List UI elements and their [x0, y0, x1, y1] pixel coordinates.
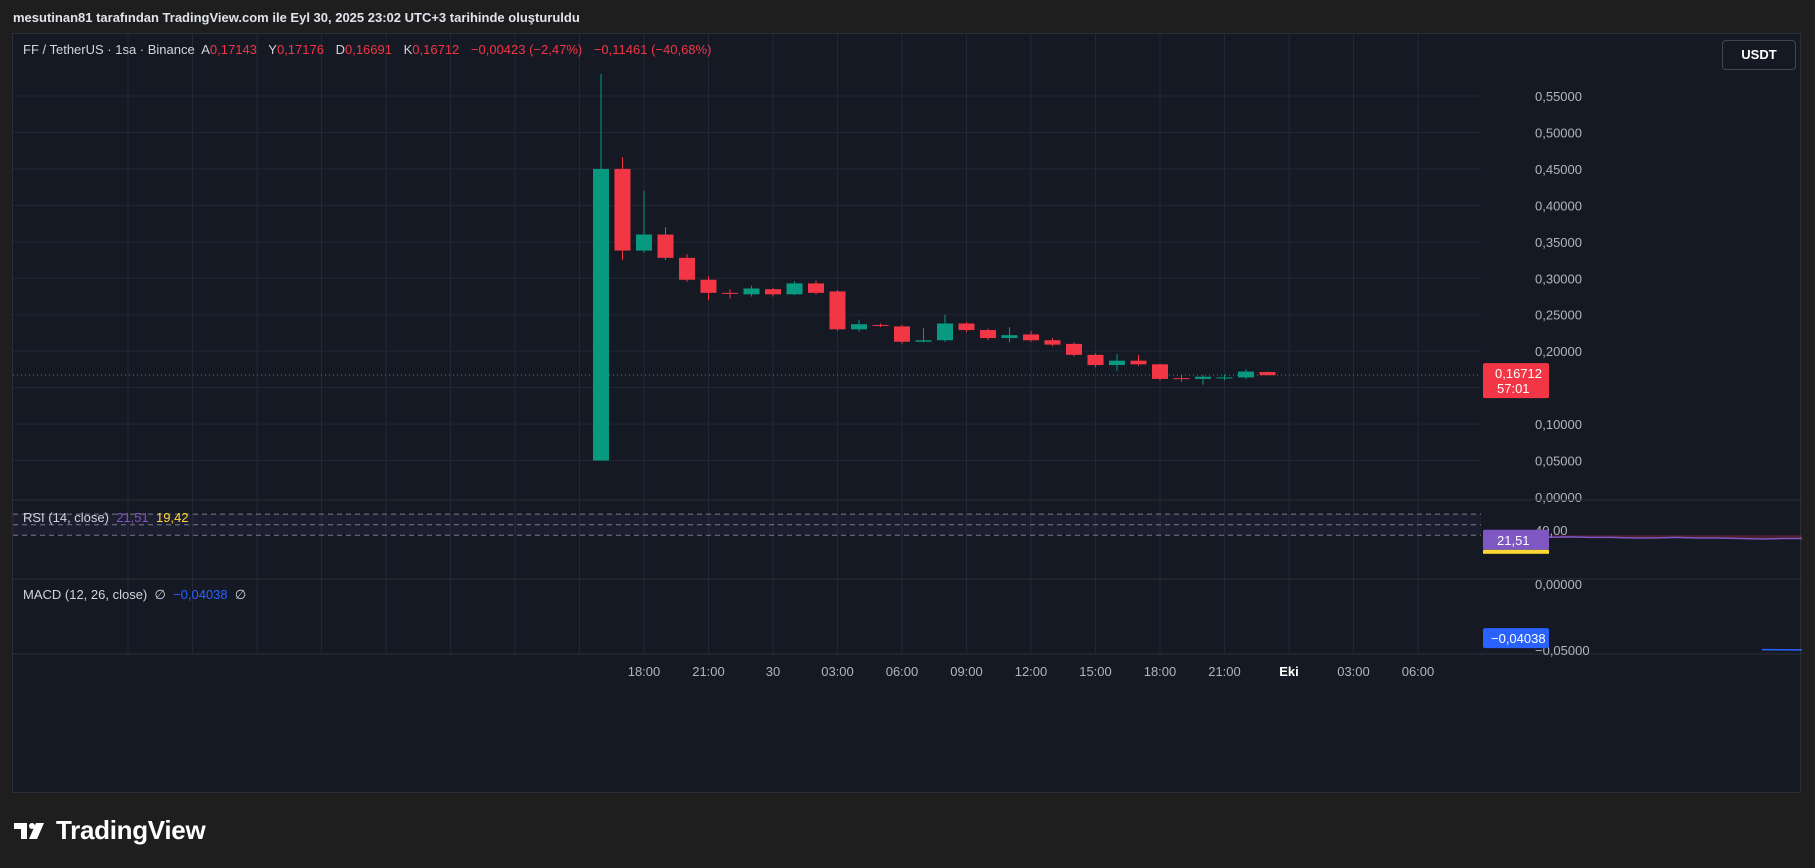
- tradingview-logo-text: TradingView: [56, 815, 206, 845]
- candle-down: [958, 323, 975, 331]
- candle-up: [915, 340, 932, 342]
- price-axis-label: 0,30000: [1535, 271, 1582, 286]
- rsi-legend: RSI (14, close) 21,51 19,42: [23, 510, 189, 525]
- price-axis-label: 0,10000: [1535, 417, 1582, 432]
- candle-down: [808, 283, 824, 293]
- macd-line: [1761, 648, 1802, 651]
- time-axis-label: Eki: [1279, 664, 1299, 679]
- candle-down: [1152, 364, 1168, 379]
- time-axis-label: 21:00: [1208, 664, 1241, 679]
- macd-title: MACD (12, 26, close): [23, 587, 148, 602]
- candle-down: [872, 324, 889, 326]
- candle-down: [1087, 354, 1104, 366]
- chart-frame[interactable]: 0,55000 0,50000 0,45000 0,40000 0,35000 0,300…: [12, 33, 1802, 794]
- rsi-badge-value: 21,51: [1497, 533, 1530, 548]
- candle-up: [937, 323, 953, 341]
- time-axis-label: 18:00: [628, 664, 661, 679]
- price-axis-label: 0,20000: [1535, 344, 1582, 359]
- open-value: 0,17143: [209, 42, 257, 57]
- macd-placeholder-1: ∅: [154, 587, 166, 602]
- high-label: Y: [268, 42, 277, 57]
- candle-down: [980, 330, 996, 339]
- time-axis-label: 06:00: [1402, 664, 1435, 679]
- attribution-text: mesutinan81 tarafından TradingView.com i…: [13, 10, 580, 25]
- macd-legend: MACD (12, 26, close) ∅ −0,04038 ∅: [23, 587, 246, 603]
- time-axis-label: 30: [766, 664, 780, 679]
- tradingview-logo[interactable]: TradingView: [14, 815, 206, 846]
- low-value: 0,16691: [344, 42, 392, 57]
- macd-badge: [1483, 628, 1549, 649]
- macd-placeholder-2: ∅: [234, 587, 247, 602]
- candle-up: [786, 283, 803, 295]
- rsi-line: [1503, 535, 1802, 540]
- candle-up: [1001, 335, 1018, 339]
- candle-down: [1173, 378, 1190, 380]
- macd-badge-value: −0,04038: [1491, 631, 1546, 646]
- price-axis-label: 0,25000: [1535, 308, 1582, 323]
- candle-down: [765, 289, 781, 295]
- candle-up: [593, 168, 609, 461]
- candle-down: [1023, 334, 1039, 341]
- chart-canvas[interactable]: 0,55000 0,50000 0,45000 0,40000 0,35000 0,300…: [13, 34, 1802, 794]
- currency-button[interactable]: USDT: [1722, 40, 1796, 70]
- macd-value: −0,04038: [173, 587, 228, 602]
- candle-down: [1130, 360, 1147, 365]
- close-label: K: [403, 42, 413, 57]
- last-price-countdown: 57:01: [1497, 381, 1530, 396]
- rsi-badge: [1483, 529, 1549, 550]
- candle-up: [1238, 371, 1254, 378]
- price-axis-label: 0,00000: [1535, 490, 1582, 505]
- time-axis-label: 06:00: [886, 664, 919, 679]
- rsi-ma-value: 19,42: [156, 510, 189, 525]
- time-axis-label: 09:00: [950, 664, 983, 679]
- time-axis-label: 03:00: [821, 664, 854, 679]
- price-axis-label: 0,40000: [1535, 198, 1582, 213]
- candle-down: [657, 234, 674, 258]
- candle-down: [894, 326, 910, 342]
- low-label: D: [335, 42, 345, 57]
- change-value: −0,00423 (−2,47%): [470, 42, 583, 57]
- candle-down: [722, 292, 738, 294]
- candle-down: [1259, 372, 1276, 376]
- rsi-ma-badge: [1483, 549, 1549, 554]
- time-axis-label: 15:00: [1079, 664, 1112, 679]
- candle-down: [1066, 343, 1082, 355]
- macd-axis-top: 0,00000: [1535, 577, 1582, 592]
- open-label: A: [201, 42, 210, 57]
- candle-up: [636, 234, 652, 251]
- time-axis-label: 21:00: [692, 664, 725, 679]
- high-value: 0,17176: [276, 42, 324, 57]
- candle-up: [1216, 377, 1233, 379]
- rsi-title: RSI (14, close): [23, 510, 109, 525]
- price-axis-label: 0,05000: [1535, 454, 1582, 469]
- price-axis-label: 0,50000: [1535, 125, 1582, 140]
- last-price-badge: [1483, 363, 1549, 399]
- time-axis-label: 03:00: [1337, 664, 1370, 679]
- price-axis-label: 0,35000: [1535, 235, 1582, 250]
- change-total-value: −0,11461 (−40,68%): [593, 42, 712, 57]
- candle-down: [829, 291, 846, 330]
- symbol-legend: FF / TetherUS · 1sa · Binance A0,17143 Y…: [23, 42, 719, 57]
- rsi-value: 21,51: [116, 510, 149, 525]
- price-axis-label: 0,45000: [1535, 162, 1582, 177]
- price-axis-label: 0,55000: [1535, 89, 1582, 104]
- tradingview-logo-icon: [14, 822, 44, 839]
- candle-up: [1109, 360, 1125, 366]
- time-axis-label: 12:00: [1015, 664, 1048, 679]
- candle-down: [614, 168, 631, 251]
- candle-down: [1044, 340, 1061, 345]
- candle-down: [700, 279, 717, 293]
- time-axis-label: 18:00: [1144, 664, 1177, 679]
- candle-down: [679, 257, 695, 280]
- candle-up: [851, 324, 867, 330]
- close-value: 0,16712: [412, 42, 460, 57]
- symbol-title: FF / TetherUS · 1sa · Binance: [23, 42, 195, 57]
- candle-up: [1195, 376, 1211, 379]
- candle-up: [743, 288, 760, 295]
- last-price-value: 0,16712: [1495, 366, 1542, 381]
